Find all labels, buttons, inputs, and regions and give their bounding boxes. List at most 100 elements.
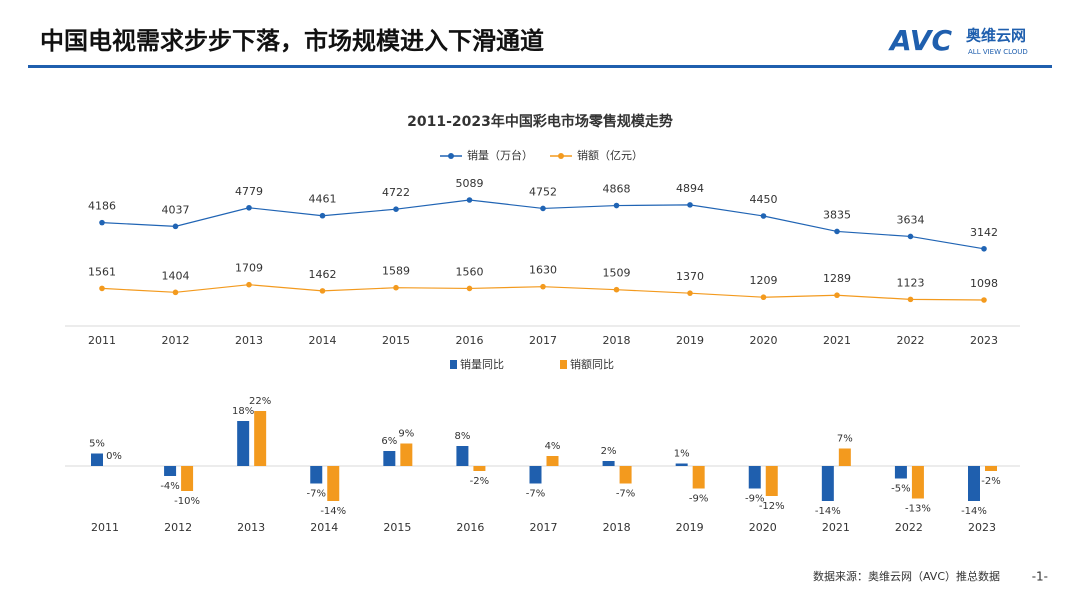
bar bbox=[985, 466, 997, 471]
value-label: 22% bbox=[249, 396, 271, 407]
chart-title: 2011-2023年中国彩电市场零售规模走势 bbox=[407, 113, 673, 130]
bar bbox=[968, 466, 980, 501]
value-label: -14% bbox=[961, 506, 987, 517]
legend-dot bbox=[558, 153, 564, 159]
bar bbox=[383, 451, 396, 466]
value-label: -4% bbox=[160, 481, 179, 492]
value-label: 1098 bbox=[970, 277, 998, 290]
value-label: 0% bbox=[106, 451, 122, 462]
point bbox=[466, 285, 473, 292]
value-label: 1% bbox=[674, 449, 690, 460]
value-label: 1560 bbox=[456, 265, 484, 278]
bar bbox=[91, 453, 103, 466]
bar bbox=[602, 461, 615, 466]
value-label: 1209 bbox=[750, 274, 778, 287]
value-label: 2% bbox=[601, 446, 617, 457]
x-tick-label: 2023 bbox=[970, 334, 998, 347]
header-rule bbox=[28, 65, 1052, 68]
x-tick-label: 2020 bbox=[749, 521, 777, 534]
value-label: -5% bbox=[891, 484, 910, 495]
bar bbox=[911, 466, 924, 499]
bar bbox=[181, 466, 194, 491]
x-tick-label: 2016 bbox=[456, 334, 484, 347]
slide-title: 中国电视需求步步下落，市场规模进入下滑通道 bbox=[40, 27, 544, 55]
point bbox=[687, 290, 693, 296]
point bbox=[246, 204, 252, 211]
point bbox=[99, 219, 105, 226]
legend-label: 销量（万台） bbox=[467, 148, 533, 162]
x-tick-label: 2023 bbox=[968, 521, 996, 534]
bar bbox=[164, 466, 177, 476]
logo-mark: AVC bbox=[888, 24, 952, 57]
point bbox=[907, 233, 914, 240]
value-label: 18% bbox=[232, 406, 254, 417]
point bbox=[613, 202, 620, 209]
legend-label: 销量同比 bbox=[460, 357, 504, 371]
point bbox=[834, 228, 840, 235]
value-label: 8% bbox=[454, 431, 470, 442]
source: 数据来源：奥维云网（AVC）推总数据 bbox=[813, 569, 1000, 583]
bar bbox=[748, 466, 761, 489]
value-label: 1709 bbox=[235, 262, 263, 275]
legend-dot bbox=[448, 153, 454, 159]
value-label: 1404 bbox=[162, 269, 190, 282]
bar bbox=[619, 466, 632, 484]
value-label: 3835 bbox=[823, 208, 851, 221]
point bbox=[981, 297, 987, 303]
value-label: -7% bbox=[616, 489, 635, 500]
bar bbox=[254, 411, 267, 466]
x-tick-label: 2014 bbox=[309, 334, 337, 347]
value-label: 4037 bbox=[162, 203, 190, 216]
x-tick-label: 2012 bbox=[162, 334, 190, 347]
value-label: 1462 bbox=[309, 268, 337, 281]
value-label: 1561 bbox=[88, 265, 116, 278]
legend-swatch bbox=[450, 360, 457, 369]
value-label: 7% bbox=[837, 434, 853, 445]
point bbox=[99, 285, 105, 292]
bar bbox=[529, 466, 542, 484]
value-label: 6% bbox=[381, 436, 397, 447]
bar bbox=[675, 463, 688, 466]
point bbox=[172, 223, 179, 230]
value-label: 4% bbox=[545, 441, 561, 452]
x-tick-label: 2019 bbox=[676, 521, 704, 534]
x-tick-label: 2020 bbox=[750, 334, 778, 347]
point bbox=[687, 202, 693, 208]
value-label: -12% bbox=[759, 501, 785, 512]
point bbox=[172, 289, 179, 296]
point bbox=[760, 294, 767, 301]
value-label: -13% bbox=[905, 504, 931, 515]
legend-label: 销额同比 bbox=[570, 357, 614, 371]
value-label: 3142 bbox=[970, 226, 998, 239]
value-label: 4450 bbox=[750, 193, 778, 206]
page-number: -1- bbox=[1032, 570, 1048, 584]
value-label: 9% bbox=[398, 429, 414, 440]
point bbox=[246, 281, 252, 288]
value-label: -7% bbox=[307, 489, 326, 500]
value-label: 1589 bbox=[382, 265, 410, 278]
value-label: -2% bbox=[981, 476, 1000, 487]
x-tick-label: 2019 bbox=[676, 334, 704, 347]
x-tick-label: 2013 bbox=[237, 521, 265, 534]
bar bbox=[456, 446, 469, 466]
x-tick-label: 2016 bbox=[456, 521, 484, 534]
x-tick-label: 2011 bbox=[88, 334, 116, 347]
point bbox=[834, 292, 840, 299]
legend-swatch bbox=[560, 360, 567, 369]
x-tick-label: 2015 bbox=[383, 521, 411, 534]
bar bbox=[310, 466, 323, 484]
x-tick-label: 2017 bbox=[530, 521, 558, 534]
value-label: 1630 bbox=[529, 264, 557, 277]
value-label: -9% bbox=[689, 494, 708, 505]
x-tick-label: 2015 bbox=[382, 334, 410, 347]
bar bbox=[237, 421, 250, 466]
point bbox=[613, 286, 620, 293]
value-label: -2% bbox=[470, 476, 489, 487]
bar bbox=[692, 466, 705, 489]
x-tick-label: 2017 bbox=[529, 334, 557, 347]
value-label: 4722 bbox=[382, 186, 410, 199]
bar bbox=[838, 448, 851, 466]
bar bbox=[765, 466, 778, 496]
point bbox=[540, 205, 546, 212]
value-label: 1123 bbox=[897, 276, 925, 289]
